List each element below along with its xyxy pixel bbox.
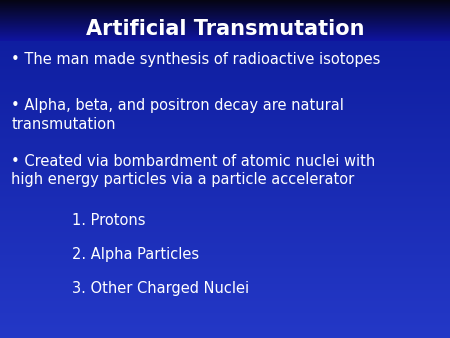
Text: 1. Protons: 1. Protons — [72, 213, 145, 228]
Text: • The man made synthesis of radioactive isotopes: • The man made synthesis of radioactive … — [11, 52, 381, 67]
Text: 2. Alpha Particles: 2. Alpha Particles — [72, 247, 199, 262]
Text: 3. Other Charged Nuclei: 3. Other Charged Nuclei — [72, 281, 249, 295]
Text: • Created via bombardment of atomic nuclei with
high energy particles via a part: • Created via bombardment of atomic nucl… — [11, 154, 375, 187]
Text: • Alpha, beta, and positron decay are natural
transmutation: • Alpha, beta, and positron decay are na… — [11, 98, 344, 131]
Text: Artificial Transmutation: Artificial Transmutation — [86, 19, 364, 39]
